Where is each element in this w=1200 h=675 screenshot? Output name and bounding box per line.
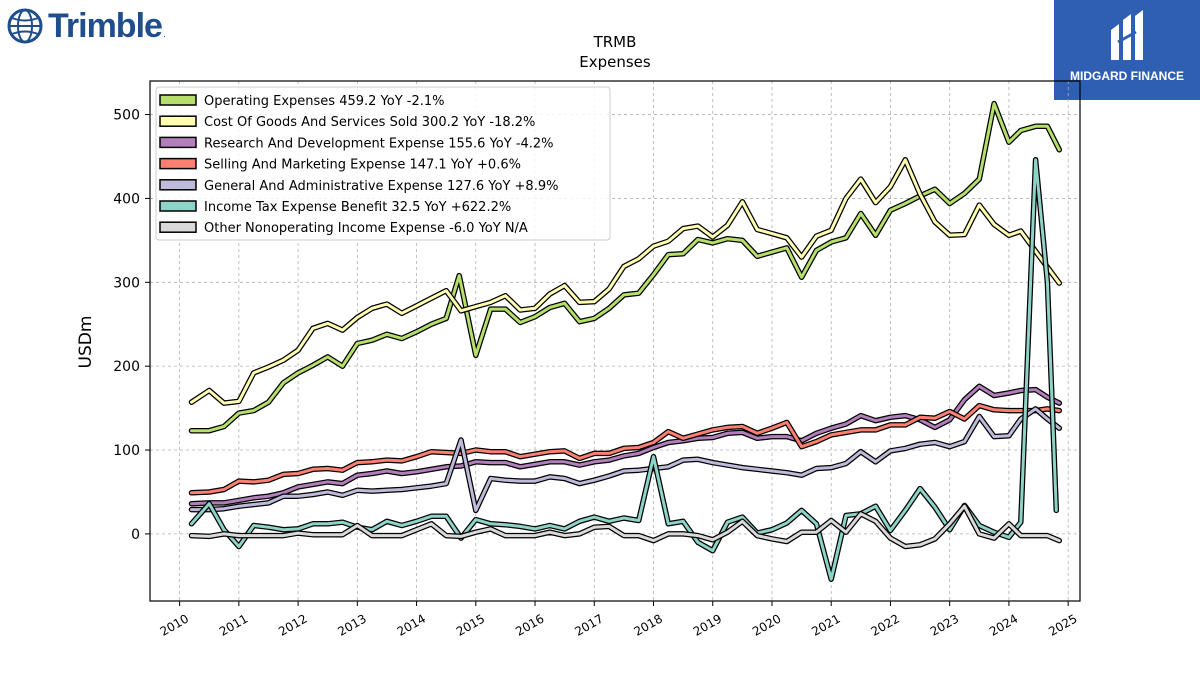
series-line [190,158,1058,581]
x-tick-label: 2013 [335,611,368,638]
x-tick-label: 2015 [454,611,487,638]
legend-swatch [159,221,197,233]
trimble-globe-icon [7,8,43,44]
x-tick-label: 2016 [513,611,546,638]
y-tick-label: 400 [113,191,140,207]
legend-swatch [159,157,197,170]
series-line [190,384,1061,506]
y-tick-label: 200 [113,359,140,375]
plot-frame [149,80,1081,602]
trimble-logo-mark: . [162,30,166,40]
x-tick-label: 2024 [987,611,1020,638]
trimble-logo: Trimble . [6,6,166,46]
legend-entry-label: Research And Development Expense 155.6 Y… [204,136,554,151]
x-tick-label: 2014 [395,611,428,638]
legend-entry-label: Cost Of Goods And Services Sold 300.2 Yo… [204,115,535,130]
series-lines [188,100,1063,582]
chart-title: TRMB [593,33,637,51]
x-tick-label: 2018 [632,611,665,638]
x-tick-label: 2021 [809,611,842,638]
legend-entry-label: Other Nonoperating Income Expense -6.0 Y… [204,221,528,236]
series-selling-and-marketing-expense [188,402,1063,496]
midgard-finance-logo: MIDGARD FINANCE [1054,0,1200,100]
legend-entry-label: Income Tax Expense Benefit 32.5 YoY +622… [204,200,511,215]
x-tick-label: 2012 [276,611,309,638]
x-tick-label: 2025 [1046,611,1079,638]
x-tick-label: 2019 [691,611,724,638]
x-tick-label: 2017 [572,611,605,638]
legend-box [155,86,611,241]
legend-swatch [159,94,197,106]
x-tick-label: 2020 [750,611,783,638]
x-tick-label: 2011 [217,611,250,638]
legend-swatch [159,136,197,149]
x-tick-label: 2010 [158,611,191,638]
legend-entry-label: Operating Expenses 459.2 YoY -2.1% [204,94,445,109]
chart-legend: Operating Expenses 459.2 YoY -2.1% Cost O… [155,86,611,241]
y-tick-label: 500 [113,108,140,124]
trimble-logo-text: Trimble [48,6,163,45]
series-line [190,158,1061,405]
y-tick-label: 0 [131,527,140,543]
series-line [190,407,1061,512]
x-tick-label: 2023 [928,611,961,638]
chart-subtitle: Expenses [579,53,651,71]
y-tick-label: 100 [113,443,140,459]
y-tick-label: 300 [113,275,140,291]
series-general-and-administrative-expense [188,406,1063,514]
legend-entry-label: Selling And Marketing Expense 147.1 YoY … [204,158,521,173]
legend-entry-label: General And Administrative Expense 127.6… [204,179,558,194]
series-line [190,404,1061,495]
midgard-emblem-icon [1111,10,1143,60]
series-other-nonoperating-income-expense [188,503,1063,550]
y-axis-label: USDm [76,316,96,369]
series-cost-of-goods-and-services-sold [188,157,1063,406]
series-research-and-development-expense [188,383,1063,507]
series-income-tax-expense-benefit [188,157,1060,582]
midgard-finance-text: MIDGARD FINANCE [1070,69,1184,83]
series-line [190,504,1061,548]
x-tick-label: 2022 [868,611,901,638]
legend-swatch [159,200,197,212]
legend-swatch [159,115,197,127]
legend-swatch [159,179,197,191]
